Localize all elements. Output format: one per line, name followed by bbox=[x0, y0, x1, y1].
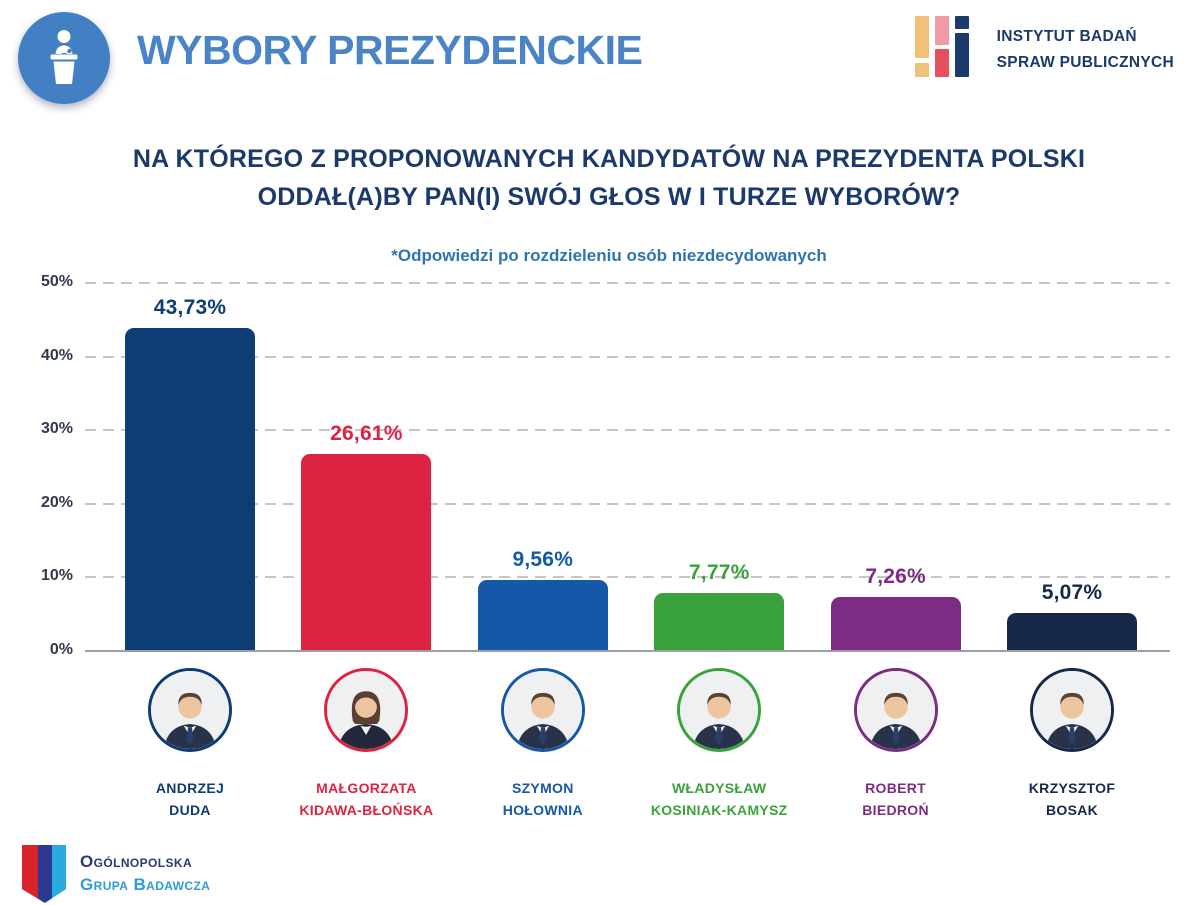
y-tick-label: 50% bbox=[40, 273, 73, 290]
candidate-name: ANDRZEJ DUDA bbox=[102, 778, 278, 821]
candidate-name-line2: BIEDROŃ bbox=[862, 801, 929, 818]
logo-column-pink-red bbox=[934, 16, 949, 77]
candidate-name-line2: BOSAK bbox=[1045, 801, 1099, 818]
bar-bosak bbox=[1007, 612, 1137, 650]
candidate-name: MAŁGORZATA KIDAWA-BŁOŃSKA bbox=[278, 778, 454, 821]
candidate-name: ROBERT BIEDROŃ bbox=[808, 778, 984, 821]
candidate-name-line1: ROBERT bbox=[865, 780, 927, 796]
y-gridline bbox=[85, 576, 1170, 579]
candidates-row: ANDRZEJ DUDA MAŁGORZATA KIDAWA-BŁOŃSKA SZYMO… bbox=[85, 668, 1170, 848]
bar-holownia bbox=[477, 579, 608, 650]
candidate-bosak: KRZYSZTOF BOSAK bbox=[984, 668, 1160, 821]
candidate-biedron: ROBERT BIEDROŃ bbox=[808, 668, 984, 821]
candidate-photo bbox=[1030, 668, 1114, 752]
logo-column-navy bbox=[954, 16, 969, 77]
candidate-name-line1: KRZYSZTOF bbox=[1028, 780, 1116, 796]
ogb-name-line1: Ogólnopolska bbox=[80, 852, 193, 872]
portrait-icon bbox=[680, 671, 758, 749]
ogb-name: Ogólnopolska Grupa Badawcza bbox=[80, 851, 210, 897]
bar-value-label-duda: 43,73% bbox=[153, 296, 227, 320]
candidate-photo bbox=[148, 668, 232, 752]
y-gridline bbox=[85, 282, 1170, 284]
y-tick-label: 30% bbox=[40, 420, 73, 438]
speaker-at-podium-icon bbox=[32, 24, 96, 88]
survey-question-line2: ODDAŁ(A)BY PAN(I) SWÓJ GŁOS W I TURZE WY… bbox=[257, 182, 961, 211]
candidate-name-line2: KIDAWA-BŁOŃSKA bbox=[299, 801, 434, 818]
ogb-logo-mark bbox=[22, 845, 66, 903]
institute-logo-mark bbox=[914, 16, 969, 77]
y-tick-label: 40% bbox=[40, 346, 73, 364]
ogb-logo: Ogólnopolska Grupa Badawcza bbox=[22, 845, 210, 903]
y-gridline bbox=[85, 502, 1170, 505]
bar-kosiniak bbox=[654, 592, 785, 650]
x-axis-baseline bbox=[85, 650, 1170, 652]
candidate-photo bbox=[324, 668, 409, 752]
candidate-photo bbox=[500, 668, 585, 752]
ogb-name-line2: Grupa Badawcza bbox=[80, 875, 211, 894]
portrait-icon bbox=[504, 671, 582, 749]
bar-value-label-holownia: 9,56% bbox=[512, 547, 574, 571]
bar-kidawa bbox=[301, 454, 432, 650]
page-title: WYBORY PREZYDENCKIE bbox=[137, 27, 643, 73]
institute-name-line1: INSTYTUT BADAŃ bbox=[996, 28, 1137, 45]
candidate-name-line2: KOSINIAK-KAMYSZ bbox=[650, 801, 788, 818]
candidate-duda: ANDRZEJ DUDA bbox=[102, 668, 278, 821]
bar-value-label-kidawa: 26,61% bbox=[330, 422, 403, 446]
survey-question-line1: NA KTÓREGO Z PROPONOWANYCH KANDYDATÓW NA… bbox=[132, 145, 1086, 173]
candidate-name-line1: MAŁGORZATA bbox=[316, 780, 417, 796]
candidate-name-line2: DUDA bbox=[169, 801, 211, 818]
portrait-icon bbox=[327, 671, 405, 749]
bar-value-label-bosak: 5,07% bbox=[1041, 580, 1103, 604]
portrait-icon bbox=[1033, 671, 1111, 749]
candidate-kosiniak: WŁADYSŁAW KOSINIAK-KAMYSZ bbox=[631, 668, 807, 821]
candidate-holownia: SZYMON HOŁOWNIA bbox=[455, 668, 631, 821]
candidate-kidawa: MAŁGORZATA KIDAWA-BŁOŃSKA bbox=[278, 668, 454, 821]
candidate-name-line1: ANDRZEJ bbox=[155, 780, 225, 796]
y-gridline bbox=[85, 429, 1170, 432]
logo-column-orange bbox=[914, 16, 929, 77]
candidate-name-line1: SZYMON bbox=[511, 780, 574, 796]
bar-chart-plot-area: 50% 40% 30% 20% 10% 0% 43,73% 26,61% 9,56% 7,77% 7… bbox=[41, 273, 1170, 658]
portrait-icon bbox=[151, 671, 229, 749]
institute-logo: INSTYTUT BADAŃ SPRAW PUBLICZNYCH bbox=[914, 16, 1174, 77]
bar-duda bbox=[125, 328, 255, 650]
candidate-name: KRZYSZTOF BOSAK bbox=[984, 778, 1160, 821]
y-tick-label: 10% bbox=[40, 567, 73, 585]
institute-name-line2: SPRAW PUBLICZNYCH bbox=[996, 53, 1174, 71]
institute-name: INSTYTUT BADAŃ SPRAW PUBLICZNYCH bbox=[997, 24, 1174, 75]
chart-footnote: *Odpowiedzi po rozdzieleniu osób niezdec… bbox=[391, 246, 827, 265]
candidate-name: SZYMON HOŁOWNIA bbox=[455, 778, 631, 821]
y-tick-label: 0% bbox=[49, 641, 73, 658]
bar-value-label-biedron: 7,26% bbox=[865, 564, 926, 588]
candidate-name-line2: HOŁOWNIA bbox=[502, 801, 583, 818]
portrait-icon bbox=[857, 671, 935, 749]
y-tick-label: 20% bbox=[40, 493, 73, 511]
speaker-badge bbox=[18, 12, 110, 104]
bar-value-label-kosiniak: 7,77% bbox=[688, 560, 750, 584]
candidate-name-line1: WŁADYSŁAW bbox=[671, 780, 767, 796]
candidate-photo bbox=[853, 668, 938, 752]
candidate-name: WŁADYSŁAW KOSINIAK-KAMYSZ bbox=[631, 778, 807, 821]
survey-question: NA KTÓREGO Z PROPONOWANYCH KANDYDATÓW NA… bbox=[30, 141, 1188, 216]
bar-biedron bbox=[830, 596, 961, 650]
y-gridline bbox=[85, 355, 1170, 358]
candidate-photo bbox=[677, 668, 762, 752]
